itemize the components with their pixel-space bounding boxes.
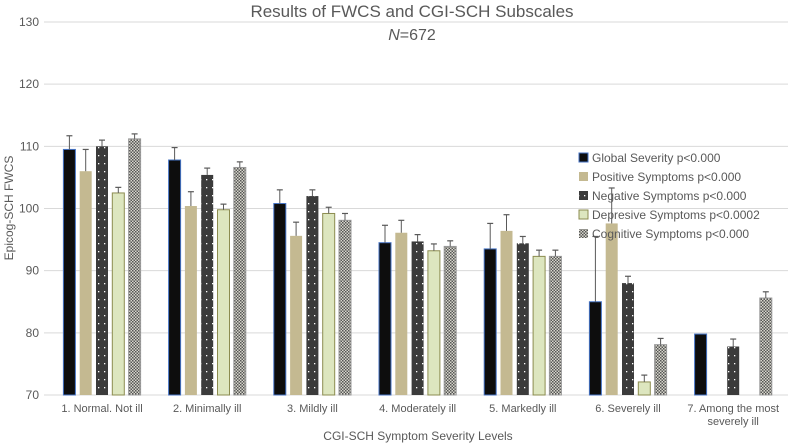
bar	[62, 148, 76, 396]
bar	[395, 232, 408, 395]
legend-label: Cognitive Symptoms p<0.000	[592, 227, 749, 241]
y-axis-label: Epicog-SCH FWCS	[2, 156, 16, 261]
bar	[532, 255, 546, 396]
legend-label: Positive Symptoms p<0.000	[592, 170, 741, 184]
bar	[588, 301, 602, 396]
y-tick-label: 120	[19, 77, 39, 91]
bar	[378, 242, 392, 396]
y-tick-label: 90	[26, 264, 40, 278]
bar	[201, 174, 214, 395]
y-tick-label: 110	[20, 139, 39, 153]
legend-label: Depresive Symptoms p<0.0002	[592, 208, 760, 222]
y-tick-label: 130	[19, 15, 39, 29]
bar	[168, 159, 182, 396]
legend-swatch	[578, 152, 589, 163]
bar	[233, 166, 247, 396]
legend-label: Global Severity p<0.000	[592, 151, 721, 165]
x-tick-label: 6. Severely ill	[595, 403, 660, 415]
bar	[654, 344, 668, 396]
bar	[637, 381, 651, 396]
chart-subtitle: N=672	[388, 27, 436, 44]
legend-label: Negative Symptoms p<0.000	[592, 189, 747, 203]
bar	[548, 255, 562, 396]
bar	[338, 219, 352, 396]
legend-swatch	[579, 172, 588, 181]
x-axis-label: CGI-SCH Symptom Severity Levels	[323, 429, 512, 443]
x-tick-label: severely ill	[708, 416, 759, 428]
x-tick-label: 3. Mildly ill	[287, 403, 338, 415]
chart-title: Results of FWCS and CGI-SCH Subscales	[250, 2, 573, 21]
bar	[694, 333, 708, 396]
bar	[727, 346, 740, 395]
bar	[290, 235, 303, 395]
bar	[622, 283, 634, 395]
bar	[443, 245, 457, 396]
legend-swatch	[578, 209, 589, 220]
bar	[516, 243, 529, 395]
y-tick-label: 80	[26, 326, 40, 340]
bar	[427, 250, 441, 396]
bar	[96, 146, 108, 395]
x-tick-label: 4. Moderately ill	[379, 403, 456, 415]
bar	[111, 192, 125, 396]
bar	[79, 171, 92, 395]
x-tick-label: 7. Among the most	[687, 403, 779, 415]
x-tick-label: 5. Markedly ill	[489, 403, 556, 415]
bar	[306, 196, 319, 395]
bar	[217, 209, 230, 396]
subtitle-value: =672	[400, 27, 436, 44]
bar	[322, 212, 336, 396]
bar	[483, 248, 497, 396]
y-tick-label: 70	[26, 388, 40, 402]
x-tick-label: 1. Normal. Not ill	[61, 403, 142, 415]
bar	[759, 297, 773, 396]
bar	[273, 203, 287, 396]
bar	[605, 223, 618, 395]
y-tick-label: 100	[19, 202, 39, 216]
legend-swatch	[579, 229, 588, 238]
subtitle-n: N	[388, 27, 400, 44]
bar	[411, 241, 424, 395]
legend-swatch	[579, 191, 588, 200]
bar	[500, 230, 513, 395]
x-tick-label: 2. Minimally ill	[173, 403, 241, 415]
bar	[184, 206, 197, 395]
bar	[128, 138, 142, 396]
